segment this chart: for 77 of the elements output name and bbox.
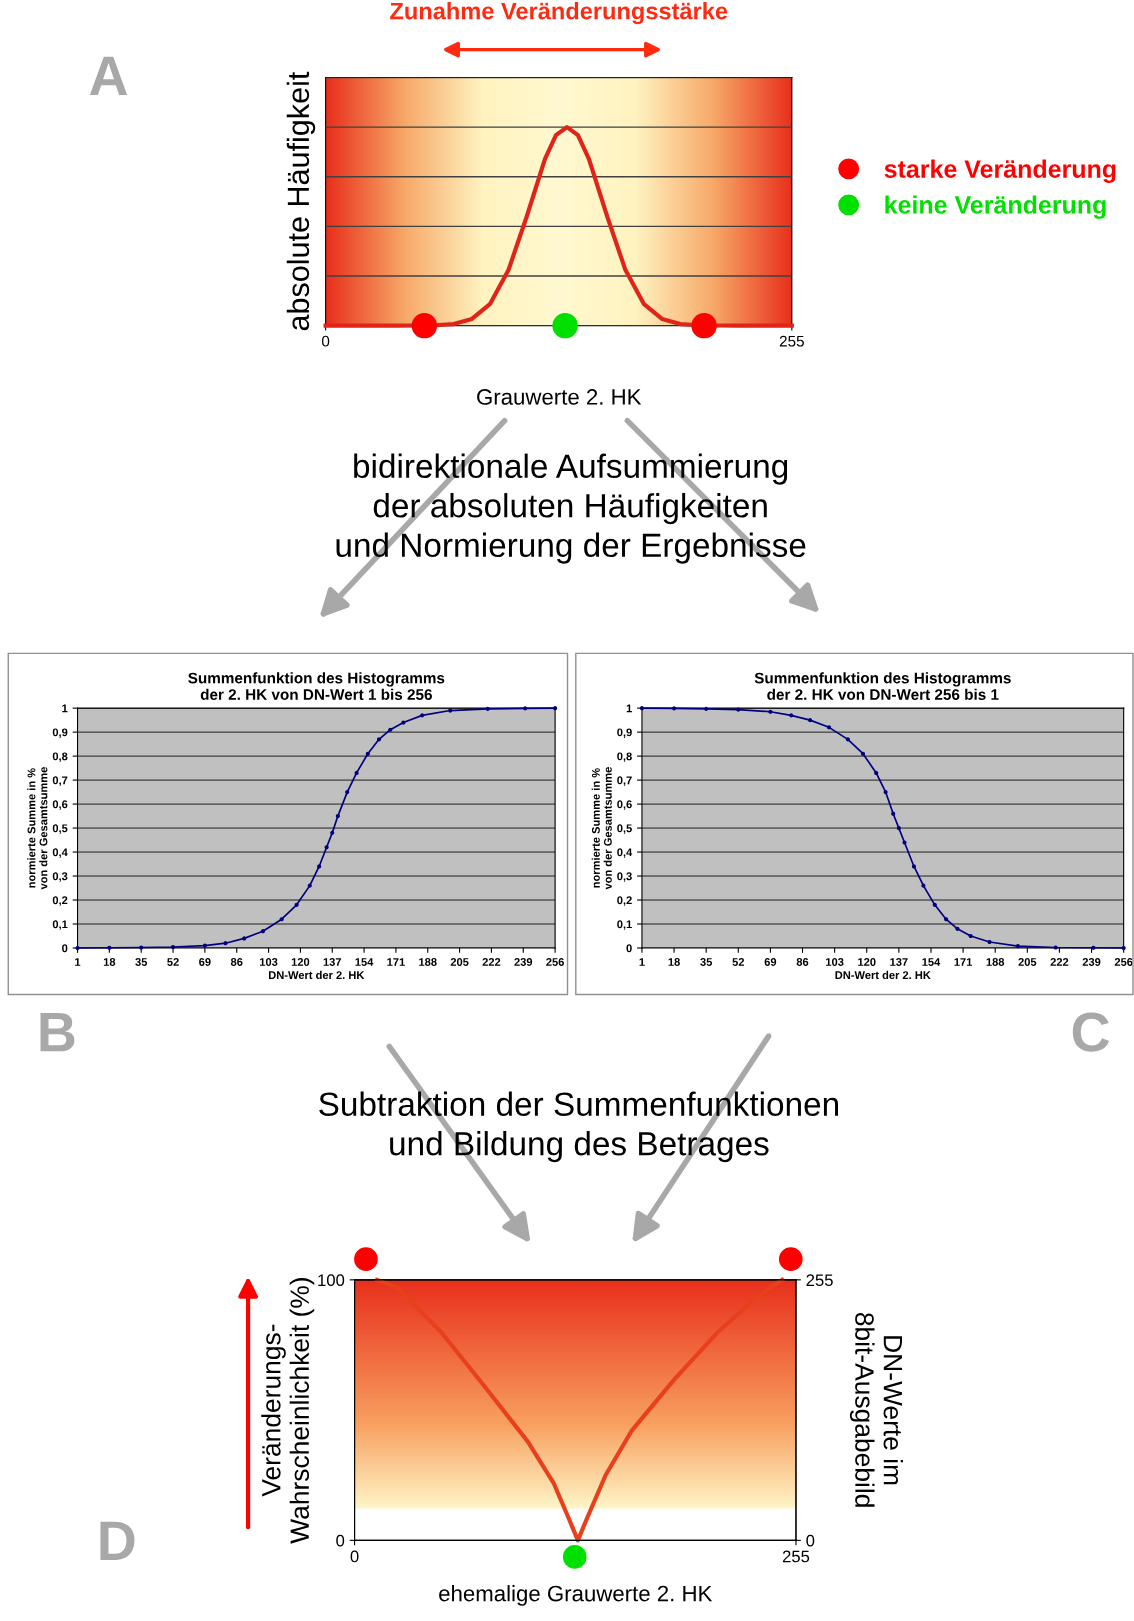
y-axis-title: normierte Summe in % von der Gesamtsumme: [591, 767, 612, 890]
y-tick-label: 0,8: [617, 752, 632, 762]
y2-tick-label: 0: [806, 1534, 815, 1547]
y-axis-title: normierte Summe in % von der Gesamtsumme: [27, 767, 48, 890]
y-axis-title: Veränderungs- Wahrscheinlichkeit (%): [261, 1278, 315, 1544]
x-tick-label: 52: [732, 958, 745, 966]
y-tick-label: 0,3: [52, 872, 68, 882]
y-tick-label: 0,8: [52, 752, 68, 762]
text: A: [89, 56, 128, 95]
x-tick-label: 86: [796, 958, 809, 966]
y-tick-label: 0,1: [52, 920, 68, 930]
y-tick-label: 0,9: [617, 728, 632, 738]
x-tick-label: 239: [514, 958, 533, 966]
y-tick-label: 0: [626, 944, 632, 953]
x-axis-title: ehemalige Grauwerte 2. HK: [439, 1585, 713, 1606]
x-tick-label: 1: [639, 958, 645, 966]
x-tick-label: 69: [199, 958, 211, 966]
x-tick-label: 35: [135, 958, 148, 966]
x-axis-title: DN-Wert der 2. HK: [835, 970, 931, 980]
y-tick-label: 0: [62, 944, 68, 953]
y-tick-label: 0,5: [52, 824, 68, 834]
text: D: [100, 1521, 135, 1560]
x-tick-label: 154: [355, 958, 374, 966]
x-axis-title: Grauwerte 2. HK: [477, 389, 642, 405]
x-tick-label: 188: [419, 958, 437, 966]
x-tick-label: 86: [230, 958, 243, 966]
x-tick-label: 171: [387, 958, 405, 966]
y2-tick-label: 255: [806, 1274, 833, 1287]
y2-axis-title: DN-Werte im 8bit-Ausgabebild: [849, 1312, 903, 1507]
x-tick-label: 222: [482, 958, 501, 966]
y-axis-title: absolute Häufigkeit: [286, 71, 316, 331]
x-tick-label: 18: [103, 958, 116, 966]
legend-label: starke Veränderung: [884, 159, 1116, 183]
y-tick-label: 1: [626, 704, 632, 713]
y-tick-label: 0,2: [617, 896, 632, 906]
y-tick-label: 0,3: [617, 872, 632, 882]
y-tick-label: 0,5: [617, 824, 632, 834]
x-tick-label: 120: [291, 958, 310, 966]
chart-title: Zunahme Veränderungsstärke: [390, 2, 728, 25]
x-tick-label: 52: [167, 958, 179, 966]
x-tick-label: 205: [450, 958, 469, 966]
y-tick-label: 0,4: [617, 848, 633, 858]
y-tick-label: 0,1: [617, 920, 632, 930]
y-tick-label: 0,6: [617, 800, 632, 810]
x-tick-label: 120: [858, 958, 876, 966]
y-tick-label: 0,7: [617, 776, 632, 786]
chart-title: Summenfunktion des Histogramms der 2. HK von DN-Wert 1 bis 256: [188, 672, 445, 700]
chart-title: Summenfunktion des Histogramms der 2. HK von DN-Wert 256 bis 1: [754, 672, 1011, 700]
x-tick-label: 154: [922, 958, 941, 966]
x-tick-label: 171: [954, 958, 973, 966]
y-tick-label: 0,9: [52, 728, 68, 738]
legend-label: keine Veränderung: [885, 195, 1106, 219]
y-tick-label: 1: [62, 704, 68, 713]
x-tick-label: 18: [668, 958, 680, 966]
text: Subtraktion der Summenfunktionen und Bildung des Betrages: [319, 1091, 839, 1163]
y-tick-label: 0,7: [52, 776, 68, 786]
x-tick-label: 137: [323, 958, 342, 966]
text: C: [1072, 1012, 1110, 1052]
x-tick-label: 137: [890, 958, 908, 966]
y-tick-label: 100: [318, 1274, 345, 1287]
x-tick-label: 222: [1050, 958, 1069, 966]
y-tick-label: 0,6: [52, 800, 68, 810]
y-tick-label: 0,2: [52, 896, 68, 906]
y-tick-label: 0,4: [52, 848, 68, 858]
x-tick-label: 103: [259, 958, 278, 966]
x-tick-label: 188: [986, 958, 1005, 966]
x-tick-label: 239: [1082, 958, 1101, 966]
x-tick-label: 205: [1018, 958, 1037, 966]
x-tick-label: 69: [764, 958, 777, 966]
text: B: [40, 1013, 75, 1052]
x-tick-label: 256: [546, 958, 564, 966]
x-tick-label: 1: [75, 958, 81, 966]
x-tick-label: 256: [1114, 958, 1133, 966]
text: bidirektionale Aufsummierung der absoluten Häufigkeiten und Normierung der Ergebnisse: [336, 453, 806, 564]
x-tick-label: 103: [826, 958, 844, 966]
x-tick-label: 35: [700, 958, 713, 966]
x-axis-title: DN-Wert der 2. HK: [269, 970, 365, 980]
